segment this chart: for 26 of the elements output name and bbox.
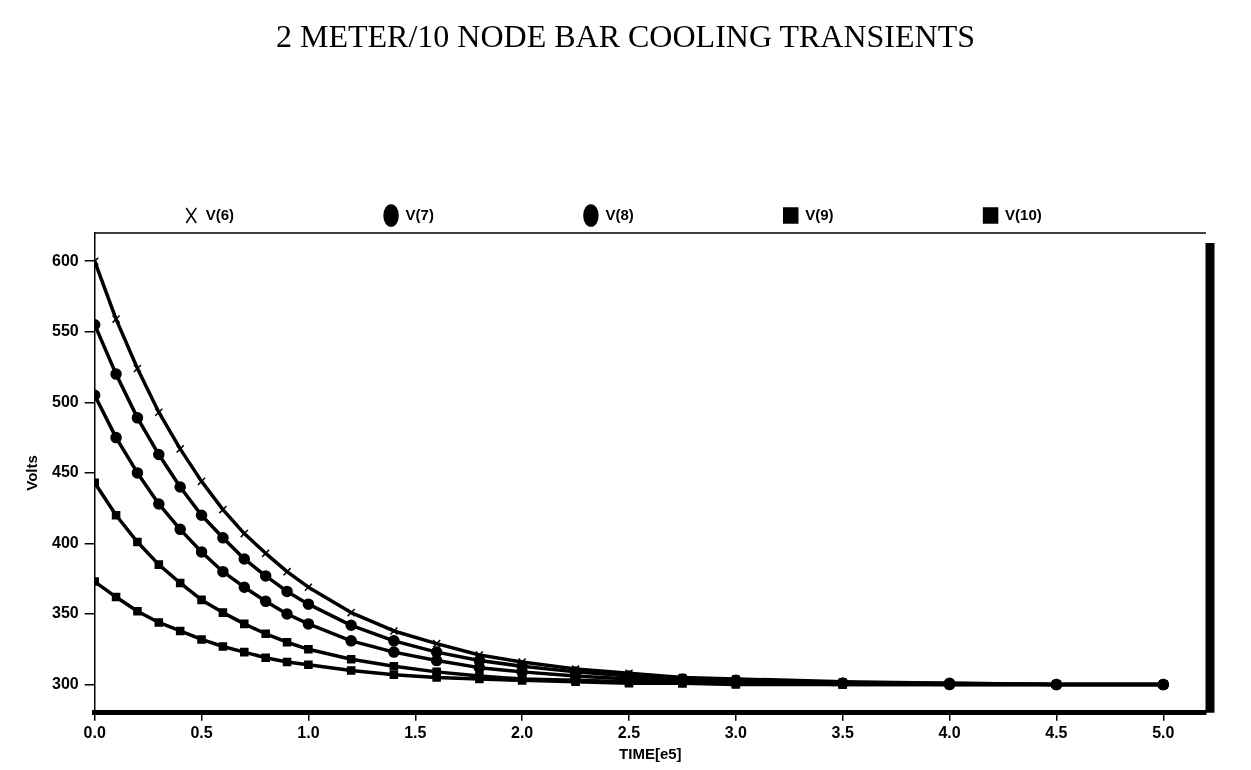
legend-label: V(9) [805, 205, 834, 223]
x-tick-label: 5.0 [1152, 723, 1175, 741]
x-tick-label: 2.0 [511, 723, 534, 741]
y-tick-label: 600 [51, 251, 79, 269]
y-tick-label: 300 [51, 674, 79, 692]
y-tick-label: 350 [51, 604, 79, 622]
x-tick-label: 4.0 [938, 723, 961, 741]
x-tick-label: 4.5 [1045, 723, 1068, 741]
legend-label: V(10) [1005, 205, 1042, 223]
y-tick-label: 450 [51, 463, 79, 481]
y-tick-label: 550 [51, 322, 79, 340]
x-axis-title: TIME[e5] [619, 745, 682, 763]
chart-title: 2 METER/10 NODE BAR COOLING TRANSIENTS [275, 18, 976, 55]
x-tick-label: 0.5 [190, 723, 213, 741]
x-tick-label: 2.5 [617, 723, 641, 741]
y-axis-title: Volts [23, 455, 41, 491]
legend-label: V(8) [605, 205, 634, 223]
y-tick-label: 500 [51, 392, 79, 410]
x-tick-label: 1.0 [297, 723, 320, 741]
x-tick-label: 3.5 [831, 723, 854, 741]
x-tick-label: 0.0 [83, 723, 106, 741]
legend-label: V(6) [205, 205, 235, 223]
x-tick-label: 3.0 [724, 723, 748, 741]
legend-label: V(7) [405, 205, 434, 223]
x-tick-label: 1.5 [404, 723, 427, 741]
y-tick-label: 400 [51, 533, 79, 551]
